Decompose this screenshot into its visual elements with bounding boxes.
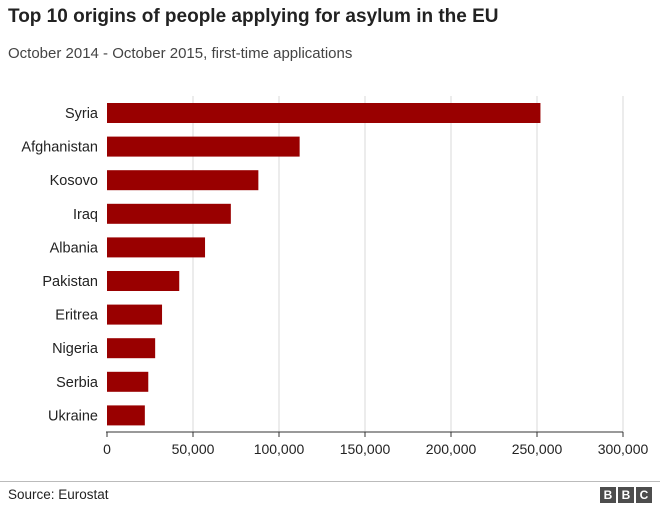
bar-nigeria (107, 338, 156, 359)
bar-eritrea (107, 304, 163, 325)
bar-pakistan (107, 271, 180, 291)
bar-syria (107, 103, 541, 123)
category-label-syria: Syria (65, 106, 99, 122)
category-label-pakistan: Pakistan (42, 274, 98, 290)
category-label-afghanistan: Afghanistan (21, 140, 98, 156)
bar-afghanistan (107, 136, 300, 157)
category-label-eritrea: Eritrea (55, 308, 99, 324)
bar-kosovo (107, 170, 259, 191)
category-label-serbia: Serbia (56, 375, 99, 391)
bbc-logo-letter-2: B (618, 487, 634, 503)
category-label-ukraine: Ukraine (48, 408, 98, 424)
category-label-iraq: Iraq (73, 207, 98, 223)
category-label-nigeria: Nigeria (52, 341, 99, 357)
chart-subtitle: October 2014 - October 2015, first-time … (8, 45, 353, 62)
bbc-logo: B B C (600, 487, 652, 503)
x-tick-label-50000: 50,000 (172, 441, 215, 457)
bar-ukraine (107, 405, 145, 426)
category-label-albania: Albania (50, 240, 99, 256)
bbc-logo-letter-3: C (636, 487, 652, 503)
x-tick-label-0: 0 (103, 441, 111, 457)
bbc-logo-letter-1: B (600, 487, 616, 503)
x-tick-label-200000: 200,000 (426, 441, 477, 457)
category-label-kosovo: Kosovo (50, 173, 98, 189)
x-tick-label-100000: 100,000 (254, 441, 305, 457)
bar-iraq (107, 203, 231, 224)
source-note: Source: Eurostat (8, 487, 109, 502)
x-tick-label-300000: 300,000 (598, 441, 649, 457)
bar-chart: Syria Afghanistan Kosovo Iraq Albania Pakista… (21, 96, 649, 457)
x-tick-label-250000: 250,000 (512, 441, 563, 457)
chart-title: Top 10 origins of people applying for as… (8, 6, 499, 27)
bar-serbia (107, 371, 149, 392)
footer-divider (0, 481, 660, 482)
x-tick-label-150000: 150,000 (340, 441, 391, 457)
bar-albania (107, 237, 206, 258)
